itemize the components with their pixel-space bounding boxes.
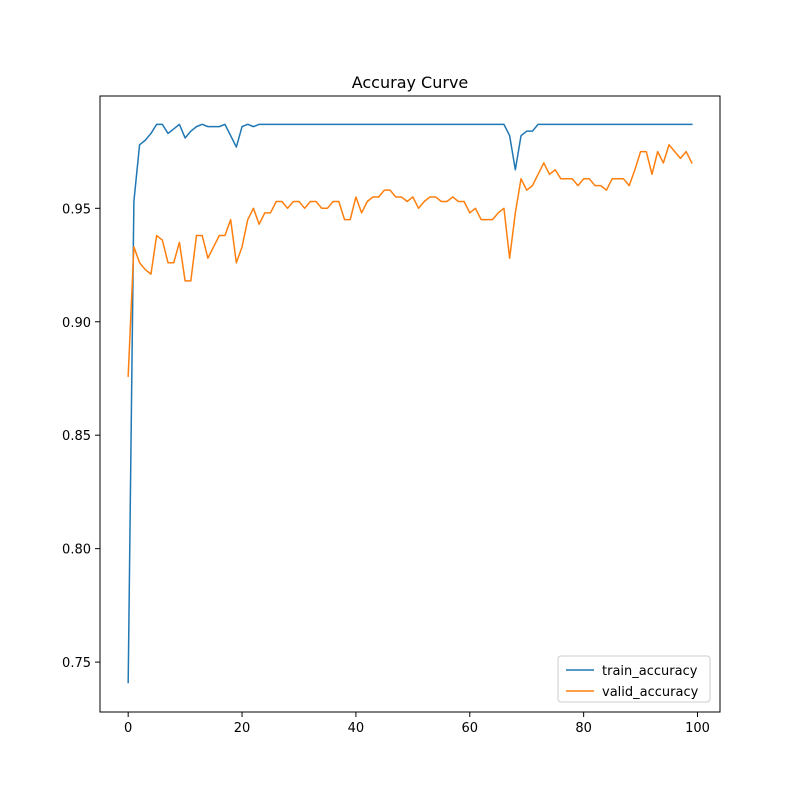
x-tick-label: 20 [234,721,251,736]
chart-title: Accuray Curve [352,73,469,92]
y-tick-label: 0.95 [62,202,91,217]
y-tick-label: 0.85 [62,429,91,444]
x-tick-label: 60 [462,721,479,736]
legend-label-valid_accuracy: valid_accuracy [602,685,699,700]
legend-label-train_accuracy: train_accuracy [602,664,698,679]
series-line-valid_accuracy [127,144,693,377]
series-line-train_accuracy [127,123,693,684]
legend: train_accuracy valid_accuracy [557,655,711,703]
axes-frame [99,95,721,713]
x-tick-label: 40 [348,721,365,736]
y-tick-label: 0.80 [62,543,91,558]
x-tick-label: 0 [124,721,132,736]
x-tick-label: 80 [575,721,592,736]
x-tick-label: 100 [685,721,710,736]
legend-box [557,655,711,703]
y-tick-label: 0.90 [62,316,91,331]
plot-area: 0 20 40 60 80 100 0.75 0.80 0.85 0.90 0.95 [62,95,721,736]
y-tick-label: 0.75 [62,656,91,671]
